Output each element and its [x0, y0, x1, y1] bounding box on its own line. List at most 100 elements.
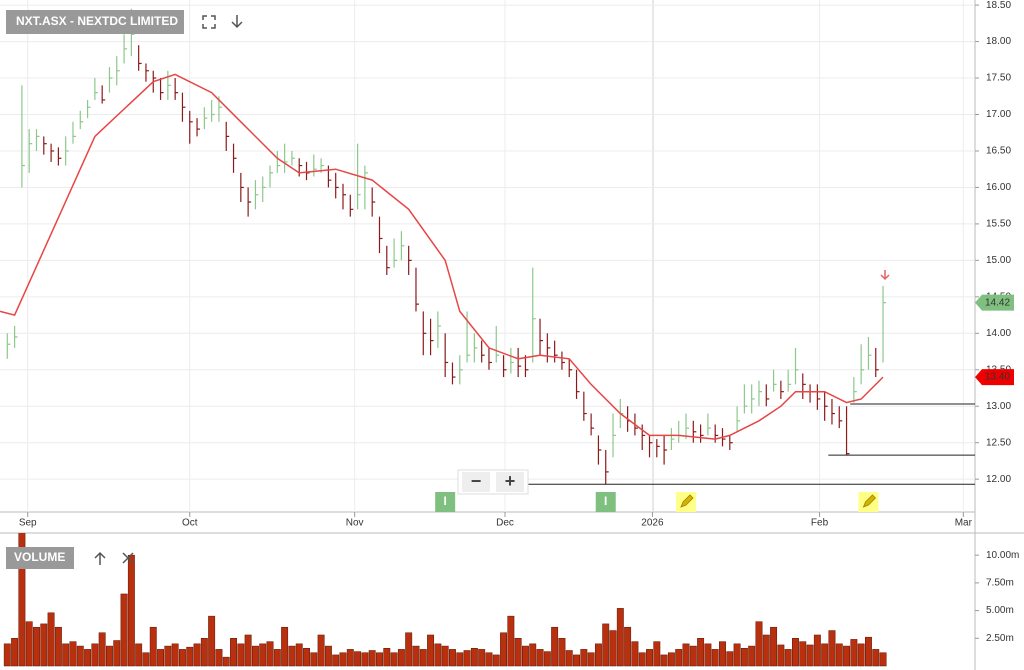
move-up-icon[interactable]	[94, 551, 106, 565]
volume-bar	[733, 643, 741, 667]
price-bar	[386, 245, 390, 275]
price-bar	[415, 267, 419, 312]
price-bar	[729, 435, 733, 451]
x-tick-label: Oct	[182, 518, 198, 529]
y-tick-label: 7.50m	[986, 578, 1014, 589]
price-bar	[262, 176, 266, 203]
x-tick-label: 2026	[641, 518, 664, 529]
volume-bar	[69, 641, 77, 667]
y-tick-label: 14.00	[986, 328, 1011, 339]
volume-bar	[251, 645, 259, 667]
title-box	[6, 547, 74, 569]
title-box	[6, 10, 184, 34]
volume-bar	[667, 652, 675, 667]
volume-bar	[806, 644, 814, 667]
volume-bar	[456, 652, 464, 667]
price-bar	[138, 45, 142, 71]
volume-bar	[828, 630, 836, 667]
volume-bar	[106, 645, 113, 667]
volume-bar	[843, 645, 851, 667]
price-bar	[364, 165, 368, 210]
price-bar	[575, 369, 580, 399]
volume-bar	[660, 654, 668, 667]
price-bar	[641, 424, 646, 451]
volume-bar	[62, 643, 70, 667]
y-tick-label: 13.00	[986, 401, 1011, 412]
price-bar	[378, 216, 383, 254]
price-bar	[758, 380, 762, 407]
volume-bar	[558, 638, 566, 667]
price-bar	[853, 377, 857, 403]
price-bar	[72, 121, 76, 144]
price-bar	[35, 129, 40, 151]
price-bar	[335, 172, 339, 199]
volume-bar	[697, 638, 705, 667]
price-bar	[240, 172, 244, 203]
price-bar	[685, 413, 690, 440]
expand-icon[interactable]	[202, 15, 216, 29]
zoom-in-button[interactable]	[496, 472, 524, 492]
volume-bar	[865, 636, 872, 667]
price-bar	[867, 336, 872, 370]
price-bar	[831, 398, 835, 425]
y-tick-label: 2.50m	[986, 633, 1014, 644]
volume-bar	[427, 634, 435, 667]
volume-bar	[178, 649, 186, 667]
volume-bar	[193, 643, 201, 667]
volume-bar	[624, 626, 632, 667]
price-bar	[481, 340, 485, 363]
price-bar	[816, 384, 821, 410]
close-icon[interactable]	[122, 552, 134, 564]
volume-bar	[412, 645, 420, 667]
volume-bar	[244, 634, 252, 667]
download-icon[interactable]	[231, 15, 243, 29]
volume-bar	[792, 638, 799, 667]
volume-bar	[397, 649, 405, 667]
volume-bar	[704, 643, 712, 667]
price-bar	[422, 311, 427, 356]
volume-bar	[339, 652, 347, 667]
price-bar	[772, 369, 777, 392]
price-plot	[0, 0, 975, 512]
volume-bar	[631, 641, 639, 667]
volume-bar	[463, 650, 471, 667]
volume-bar	[587, 652, 595, 667]
volume-bar	[142, 652, 150, 667]
volume-bar	[500, 632, 508, 667]
volume-bar	[98, 632, 106, 667]
price-bar	[6, 333, 11, 359]
x-tick-label: Sep	[19, 518, 37, 529]
price-bar	[699, 424, 704, 443]
volume-bar	[208, 615, 216, 667]
zoom-in-label[interactable]: +	[505, 471, 516, 491]
x-tick-label: Dec	[496, 518, 514, 529]
volume-bar	[295, 643, 303, 667]
volume-bar	[215, 649, 223, 667]
volume-bar	[368, 650, 376, 667]
price-bar	[561, 351, 565, 370]
volume-plot	[3, 533, 887, 667]
price-bar	[50, 143, 55, 162]
price-bar	[159, 78, 164, 100]
volume-bar	[478, 649, 486, 667]
price-bar	[794, 347, 799, 385]
price-bar	[349, 194, 354, 217]
volume-bar	[638, 652, 646, 667]
price-bar	[232, 143, 237, 173]
volume-bar	[18, 533, 26, 667]
zoom-out-label[interactable]: −	[471, 471, 482, 491]
price-bar	[28, 129, 33, 173]
y-tick-label: 15.00	[986, 255, 1011, 266]
y-tick-label: 16.00	[986, 182, 1011, 193]
zoom-out-button[interactable]	[462, 472, 490, 492]
price-bar	[284, 143, 288, 173]
volume-bar	[573, 654, 580, 667]
alert-arrow	[880, 270, 890, 281]
price-bar	[247, 187, 252, 217]
volume-bar	[770, 626, 778, 667]
volume-bar	[405, 632, 413, 667]
volume-bar	[711, 649, 719, 667]
volume-bar	[675, 649, 683, 667]
